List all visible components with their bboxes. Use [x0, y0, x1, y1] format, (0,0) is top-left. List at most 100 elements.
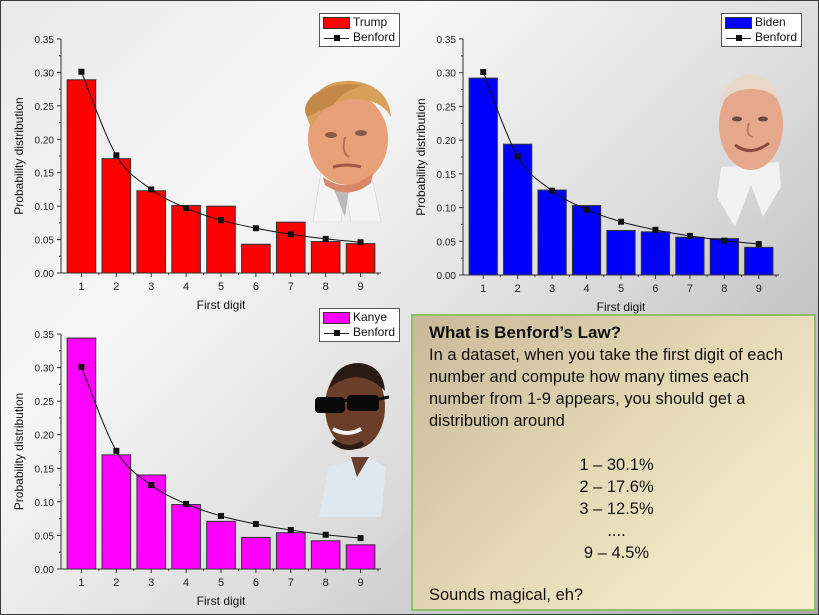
benford-marker — [583, 206, 590, 213]
benford-marker — [755, 240, 762, 247]
distribution-item: 9 – 4.5% — [583, 544, 650, 562]
benford-marker — [287, 231, 294, 238]
bar-trump-9 — [345, 243, 376, 274]
y-tick-label: 0.35 — [35, 330, 55, 341]
benford-line-marker-icon — [323, 32, 350, 44]
bar-kanye-1 — [66, 337, 97, 570]
x-tick-label: 9 — [357, 577, 363, 589]
benford-marker — [183, 205, 190, 212]
y-tick-label: 0.05 — [437, 237, 457, 248]
benford-explanation-box: What is Benford’s Law? In a dataset, whe… — [411, 314, 816, 611]
benford-marker — [78, 68, 85, 75]
x-tick-label: 1 — [78, 577, 84, 589]
distribution-item: 2 – 17.6% — [579, 478, 654, 496]
bar-biden-5 — [606, 229, 636, 276]
y-tick-label: 0.20 — [35, 431, 55, 442]
x-tick-label: 2 — [113, 281, 119, 293]
x-axis-label: First digit — [597, 300, 646, 314]
explanation-title: What is Benford’s Law? — [429, 323, 622, 342]
bar-kanye-2 — [101, 454, 132, 570]
x-tick-label: 9 — [756, 283, 762, 295]
benford-marker — [78, 363, 85, 370]
distribution-ellipsis: .... — [607, 522, 626, 540]
x-axis-label: First digit — [197, 298, 246, 312]
y-tick-label: 0.00 — [35, 565, 55, 576]
benford-marker — [357, 239, 364, 246]
x-tick-label: 8 — [323, 577, 329, 589]
benford-marker — [113, 152, 120, 159]
bar-trump-1 — [66, 79, 97, 274]
benford-marker — [113, 447, 120, 454]
legend-label-benford: Benford — [353, 325, 396, 339]
y-tick-label: 0.30 — [35, 364, 55, 375]
x-axis-label: First digit — [197, 594, 246, 608]
benford-marker — [252, 225, 259, 232]
y-tick-label: 0.35 — [437, 35, 457, 46]
x-tick-label: 3 — [148, 281, 154, 293]
y-axis-label: Probability distribution — [12, 393, 26, 510]
y-tick-label: 0.20 — [35, 135, 55, 146]
x-tick-label: 6 — [652, 283, 658, 295]
x-tick-label: 1 — [480, 283, 486, 295]
bar-trump-7 — [275, 221, 306, 274]
y-tick-label: 0.20 — [437, 136, 457, 147]
trump-swatch — [323, 16, 350, 29]
bar-biden-1 — [468, 77, 498, 276]
bar-trump-4 — [171, 204, 201, 274]
y-tick-label: 0.25 — [35, 397, 55, 408]
bar-biden-7 — [675, 236, 705, 276]
trump-portrait — [293, 77, 398, 222]
benford-marker — [618, 218, 624, 225]
kanye-chart: 0.00 0.05 0.10 0.15 0.20 0.25 0.30 0.35 1 2 3 4 5 6 7 8… — [1, 296, 411, 614]
x-tick-label: 5 — [218, 577, 224, 589]
legend-item-biden: Biden — [725, 15, 797, 30]
kanye-chart-plot: 0.00 0.05 0.10 0.15 0.20 0.25 0.30 0.35 1 2 3 4 5 6 7 8… — [12, 330, 381, 608]
y-tick-label: 0.05 — [35, 531, 55, 542]
benford-marker — [322, 235, 329, 242]
y-axis-label: Probability distribution — [12, 97, 26, 214]
bar-biden-4 — [571, 205, 602, 276]
benford-marker — [148, 186, 155, 193]
benford-marker — [287, 527, 294, 534]
kanye-swatch — [323, 311, 350, 324]
y-tick-label: 0.25 — [437, 102, 457, 113]
y-tick-label: 0.10 — [437, 204, 457, 215]
y-tick-label: 0.30 — [437, 69, 457, 80]
x-tick-label: 7 — [687, 283, 693, 295]
distribution-item: 1 – 30.1% — [579, 456, 654, 474]
x-tick-label: 8 — [721, 283, 727, 295]
legend-label-biden: Biden — [755, 15, 786, 29]
y-tick-label: 0.35 — [35, 35, 55, 46]
benford-marker — [652, 226, 659, 233]
bar-kanye-6 — [241, 536, 271, 570]
x-tick-label: 3 — [549, 283, 555, 295]
x-tick-label: 4 — [183, 577, 189, 589]
legend-label-kanye: Kanye — [353, 310, 388, 324]
benford-marker — [252, 521, 259, 528]
benford-distribution-list: 1 – 30.1% 2 – 17.6% 3 – 12.5% .... 9 – 4… — [429, 454, 804, 564]
trump-chart-plot: 0.00 0.05 0.10 0.15 0.20 0.25 0.30 0.35 1 2 3 4 5 6 7 8… — [12, 35, 381, 312]
benford-line-marker-icon — [323, 327, 350, 339]
bar-kanye-5 — [206, 520, 236, 570]
bar-biden-8 — [709, 238, 739, 276]
biden-swatch — [725, 16, 752, 29]
x-tick-label: 7 — [288, 281, 294, 293]
x-tick-label: 5 — [218, 281, 224, 293]
y-tick-label: 0.00 — [35, 269, 55, 280]
bar-trump-2 — [101, 158, 132, 274]
benford-marker — [148, 482, 155, 489]
y-tick-label: 0.10 — [35, 202, 55, 213]
benford-marker — [514, 153, 521, 160]
x-tick-label: 3 — [148, 577, 154, 589]
legend-item-trump: Trump — [323, 15, 395, 30]
x-tick-label: 2 — [515, 283, 521, 295]
x-tick-label: 4 — [183, 281, 189, 293]
explanation-body: In a dataset, when you take the first di… — [429, 346, 784, 430]
legend-item-benford: Benford — [725, 30, 797, 45]
benford-line-marker-icon — [725, 32, 752, 44]
y-tick-label: 0.05 — [35, 236, 55, 247]
bar-kanye-4 — [171, 504, 201, 570]
explanation-footer: Sounds magical, eh? — [429, 586, 584, 604]
legend-label-benford: Benford — [353, 30, 396, 44]
